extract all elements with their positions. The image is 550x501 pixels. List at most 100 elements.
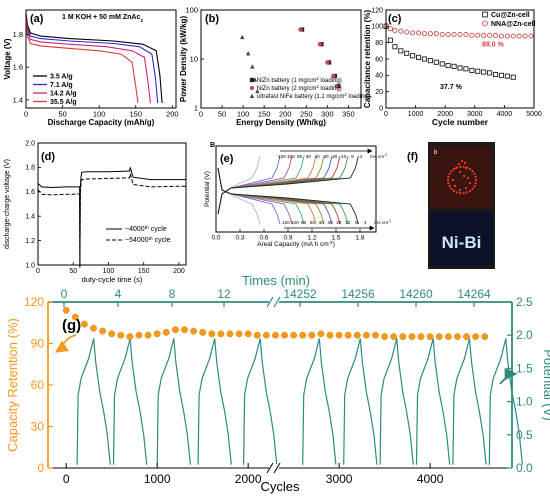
x-tick-label: 150: [129, 110, 142, 119]
potential-cycle-10: [488, 338, 523, 465]
panel-label: (d): [41, 151, 55, 163]
led-dot: [463, 161, 467, 165]
data-point-1: [439, 31, 445, 38]
led-dot: [471, 170, 474, 173]
top-tick-label: 14260: [399, 287, 433, 301]
retention-point: [244, 330, 252, 338]
series-line-2: [25, 14, 151, 104]
data-point-1: [522, 33, 528, 39]
legend-label-2: ultrafast NiFe battery (1.1 mg/cm2 loadi…: [257, 92, 370, 101]
legend-label-2: 14.2 A/g: [50, 91, 77, 98]
rate-label-top-5: 30: [323, 154, 329, 159]
led-dot: [457, 162, 461, 166]
legend-label-0: 3.5 A/g: [50, 74, 73, 81]
potential-cycle-4: [243, 338, 278, 465]
x-tick-label: 100: [93, 110, 106, 119]
plot-frame: [37, 142, 187, 266]
right-y-axis-label: Potential (V): [541, 349, 550, 421]
retention-point: [335, 331, 343, 339]
potential-cycle-9: [452, 338, 487, 465]
retention-point: [272, 331, 279, 339]
retention-point: [481, 333, 489, 341]
data-point-1: [421, 31, 428, 37]
photo-corner-label: b: [434, 150, 438, 156]
led-dot: [454, 166, 458, 170]
x-tick-label: 50: [58, 110, 66, 119]
retention-point: [181, 326, 188, 334]
retention-point: [290, 331, 298, 339]
panel-label: (b): [205, 13, 219, 25]
x-tick-label: 0: [24, 110, 28, 119]
retention-point: [171, 326, 179, 334]
led-dot: [459, 165, 462, 168]
y-tick-label: 1.4: [13, 95, 23, 104]
panel-label: (g): [62, 317, 81, 334]
led-dot: [455, 191, 459, 194]
retention-point: [362, 331, 370, 339]
series-line-0: [25, 13, 163, 104]
x-tick-label: 200: [279, 110, 292, 119]
x-tick-label: 3000: [326, 472, 353, 486]
y-tick-label: 80: [375, 40, 383, 47]
x-tick-label: 0: [36, 268, 40, 275]
x-tick-label: 50: [218, 110, 226, 119]
x-tick-label: 300: [321, 110, 334, 119]
top-tick-label: 14256: [341, 287, 375, 301]
rate-unit-bottom: mA cm-2: [374, 219, 391, 225]
potential-cycle-1: [112, 338, 148, 465]
data-point-1: [445, 31, 451, 38]
data-point-0: [392, 44, 398, 50]
x-tick-label: 1000: [144, 472, 171, 486]
data-point-0: [504, 73, 510, 79]
panel-d: 0 50 100 150 200 1.0 1.2 1.4 1.6 1.8 2.0 (d) duty-cy…: [4, 140, 187, 284]
retention-point: [262, 331, 270, 339]
led-dot: [462, 192, 465, 195]
data-point-1: [528, 33, 534, 39]
retention-point: [399, 333, 407, 341]
panel-label: (e): [220, 153, 234, 165]
led-dot: [468, 181, 472, 185]
y-tick-label: 1.2: [25, 238, 35, 245]
data-point-1: [504, 33, 510, 39]
plot-frame: [215, 145, 377, 233]
led-dot: [474, 175, 477, 178]
y-axis-label: discharge-charge voltage (V): [4, 159, 11, 249]
data-point-1: [398, 28, 404, 34]
left-y-tick-label: 0: [37, 461, 44, 475]
retention-point: [463, 333, 470, 341]
data-point-1: [487, 32, 493, 38]
rate-label-bottom-7: 10: [345, 220, 351, 225]
retention-point: [62, 306, 70, 314]
rate-label-top-0: 120: [278, 154, 286, 159]
y-axis-label: Potential (V): [204, 171, 211, 207]
panel-label: (a): [30, 13, 44, 25]
rate-label-top-8: 6: [351, 154, 354, 159]
led-dot: [460, 159, 464, 163]
data-point-1: [334, 83, 339, 89]
led-dot: [448, 172, 451, 175]
series-line-1: [37, 173, 186, 268]
retention-point: [281, 331, 288, 339]
retention-point: [99, 327, 107, 335]
rate-label-top-9: 4: [360, 154, 363, 159]
led-text: Ni-Bi: [442, 233, 482, 252]
retention-point: [162, 328, 170, 336]
retention-point: [190, 327, 198, 335]
retention-point: [326, 331, 334, 339]
retention-point: [444, 333, 452, 341]
led-dot: [465, 191, 469, 194]
panel-b: 0 50 100 150 200 250 300 350 1 10 100 (b) Energy Den…: [179, 6, 370, 128]
retention-point: [435, 333, 443, 341]
right-y-tick-label: 0.5: [516, 428, 533, 442]
led-dot: [458, 188, 462, 192]
y-tick-label: 2.0: [25, 140, 35, 147]
led-dot: [451, 178, 455, 182]
panel-label: (f): [407, 151, 418, 163]
retention-point: [417, 333, 425, 341]
potential-cycle-2: [156, 338, 191, 465]
discharge-curve-8: [217, 167, 349, 225]
left-y-tick-label: 90: [31, 337, 45, 351]
data-point-0: [510, 74, 516, 80]
data-point-0: [387, 37, 393, 43]
rate-label-top-2: 80: [297, 154, 303, 159]
